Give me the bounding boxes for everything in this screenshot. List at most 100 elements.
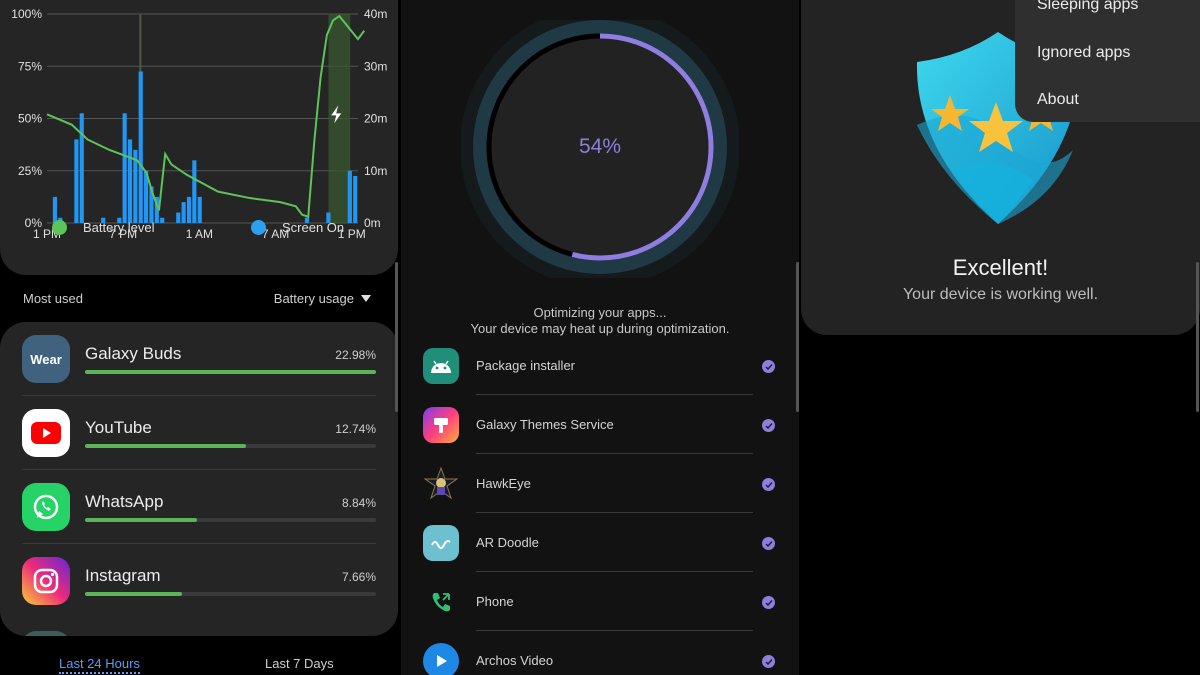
x-tick-label: 7 PM: [109, 227, 137, 241]
optimize-row-package-installer: Package installer: [423, 336, 775, 395]
optimize-app-name: Archos Video: [476, 653, 554, 668]
battery-chart-card: 0% 25% 50% 75% 100% 0m 10m 20m 30m 40m 1 PM 7 PM 1 A…: [0, 0, 398, 275]
screen-on-bar: [186, 196, 192, 223]
usage-bar-fill: [85, 370, 376, 374]
panel-divider: [398, 0, 401, 675]
row-divider: [476, 571, 753, 572]
x-tick-label: 1 AM: [186, 227, 213, 241]
optimize-app-name: Galaxy Themes Service: [476, 417, 614, 432]
app-percent: 8.84%: [341, 496, 376, 510]
app-name: YouTube: [85, 418, 152, 437]
optimize-app-name: AR Doodle: [476, 535, 539, 550]
y-right-tick-label: 40m: [364, 7, 387, 21]
y-left-tick-label: 50%: [18, 112, 42, 126]
y-right-tick-label: 10m: [364, 164, 387, 178]
optimize-row-hawkeye: HawkEye: [423, 454, 775, 513]
status-subtitle: Your device is working well.: [902, 286, 1099, 303]
overflow-menu: Sleeping apps Ignored apps About: [1015, 0, 1200, 122]
screen-on-bar: [127, 139, 133, 223]
wear-icon-text: Wear: [30, 351, 62, 367]
check-icon: [762, 478, 775, 491]
ring-inner: [488, 35, 712, 259]
screen-on-bar: [347, 170, 352, 223]
app-row-youtube[interactable]: YouTube 12.74%: [22, 396, 376, 470]
most-used-label: Most used: [23, 291, 83, 306]
ar-doodle-icon: [423, 525, 459, 561]
x-tick-label: 7 AM: [262, 227, 289, 241]
usage-bar: [85, 444, 376, 448]
app-percent: 22.98%: [335, 348, 376, 362]
optimize-app-name: Package installer: [476, 358, 575, 373]
app-usage-list: Wear Galaxy Buds 22.98% YouTube 12.74% W…: [0, 322, 398, 636]
row-divider: [476, 394, 753, 395]
y-left-tick-label: 0%: [25, 216, 43, 230]
app-row-whatsapp[interactable]: WhatsApp 8.84%: [22, 470, 376, 544]
device-status-panel: Excellent! Your device is working well. …: [801, 0, 1200, 675]
optimize-warning: Your device may heat up during optimizat…: [470, 321, 730, 336]
screen-on-bar: [154, 196, 159, 223]
screen-on-bar: [176, 212, 181, 223]
row-divider: [22, 543, 376, 544]
y-left-tick-label: 25%: [18, 164, 42, 178]
tab-last-24-hours[interactable]: Last 24 Hours: [59, 656, 140, 674]
app-row-galaxy-buds[interactable]: Wear Galaxy Buds 22.98%: [22, 322, 376, 396]
menu-item-sleeping-apps[interactable]: Sleeping apps: [1037, 0, 1139, 13]
optimize-app-name: Phone: [476, 594, 514, 609]
instagram-icon: [22, 557, 70, 605]
screen-on-bar: [353, 175, 358, 223]
app-percent: 7.66%: [341, 570, 376, 584]
ring-progress-arc: [486, 33, 714, 261]
charging-region: [328, 14, 351, 223]
check-icon: [762, 655, 775, 668]
screen-on-bar: [149, 186, 154, 223]
screen-on-bar: [304, 217, 310, 223]
app-name: Galaxy Buds: [85, 344, 182, 363]
check-icon: [762, 596, 775, 609]
battery-usage-dropdown-label: Battery usage: [273, 291, 354, 306]
row-divider: [22, 469, 376, 470]
row-divider: [22, 395, 376, 396]
y-left-tick-label: 75%: [18, 59, 42, 73]
whatsapp-icon: [22, 483, 70, 531]
legend-screen-on: Screen On: [251, 220, 344, 235]
app-percent: 12.74%: [335, 422, 376, 436]
scrollbar[interactable]: [395, 262, 398, 412]
scrollbar[interactable]: [1196, 262, 1199, 412]
scrollbar[interactable]: [796, 262, 799, 412]
progress-percent: 54%: [578, 135, 622, 158]
play-icon: [423, 643, 459, 675]
app-name: WhatsApp: [85, 492, 164, 511]
y-left-tick-label: 100%: [11, 7, 42, 21]
row-divider: [476, 512, 753, 513]
usage-bar: [85, 592, 376, 596]
screen-on-dot: [251, 220, 266, 235]
screen-on-bar: [197, 196, 202, 223]
menu-item-ignored-apps[interactable]: Ignored apps: [1037, 44, 1131, 61]
battery-usage-dropdown[interactable]: Battery usage: [274, 291, 371, 306]
optimize-row-archos-video: Archos Video: [423, 631, 775, 675]
battery-level-dot: [52, 220, 67, 235]
usage-bar: [85, 370, 376, 374]
battery-level-line: [46, 14, 366, 219]
optimize-progress-ring: [461, 20, 739, 278]
battery-chart: 0% 25% 50% 75% 100% 0m 10m 20m 30m 40m 1 PM 7 PM 1 A…: [11, 7, 387, 241]
screen-on-bar: [160, 217, 165, 223]
hawkeye-icon: [423, 466, 459, 502]
screen-on-bar: [133, 149, 138, 223]
menu-item-about[interactable]: About: [1037, 91, 1079, 108]
y-right-tick-label: 20m: [364, 112, 387, 126]
app-name: Instagram: [85, 566, 161, 585]
optimize-row-ar-doodle: AR Doodle: [423, 513, 775, 572]
status-title: Excellent!: [952, 255, 1049, 280]
android-icon: [423, 348, 459, 384]
screen-on-bar: [192, 160, 197, 223]
y-right-tick-label: 0m: [364, 216, 381, 230]
phone-icon: [423, 584, 459, 620]
app-row-instagram[interactable]: Instagram 7.66%: [22, 544, 376, 618]
optimize-row-phone: Phone: [423, 572, 775, 631]
wear-icon: Wear: [22, 335, 70, 383]
tab-last-7-days[interactable]: Last 7 Days: [265, 656, 334, 671]
themes-icon: [423, 407, 459, 443]
optimize-message: Optimizing your apps...: [533, 305, 667, 320]
panel-divider: [799, 0, 802, 675]
